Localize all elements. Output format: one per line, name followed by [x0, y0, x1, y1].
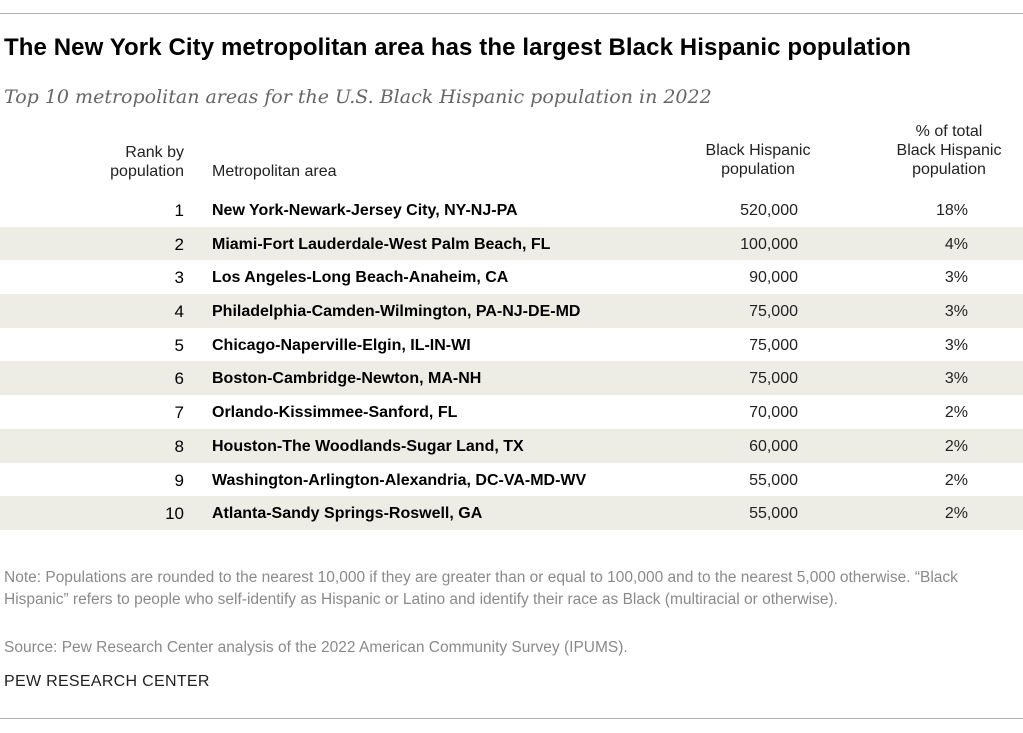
brand-logo-text: PEW RESEARCH CENTER: [4, 673, 210, 690]
table-row: 4 Philadelphia-Camden-Wilmington, PA-NJ-D…: [0, 294, 1023, 328]
cell-metro: Orlando-Kissimmee-Sanford, FL: [212, 404, 458, 422]
cell-rank: 8: [174, 436, 184, 456]
cell-population: 60,000: [749, 437, 798, 455]
header-percent: % of total Black Hispanic population: [858, 122, 1023, 179]
header-population-line2: population: [721, 161, 795, 178]
cell-rank: 7: [174, 403, 184, 423]
cell-population: 55,000: [749, 471, 798, 489]
cell-percent: 2%: [944, 471, 968, 489]
cell-percent: 3%: [944, 269, 968, 287]
chart-subtitle: Top 10 metropolitan areas for the U.S. B…: [4, 86, 712, 108]
cell-population: 90,000: [749, 269, 798, 287]
cell-percent: 4%: [944, 235, 968, 253]
cell-percent: 2%: [944, 505, 968, 523]
table-body: 1 New York-Newark-Jersey City, NY-NJ-PA 52…: [0, 193, 1023, 530]
cell-metro: Washington-Arlington-Alexandria, DC-VA-M…: [212, 471, 587, 489]
table-row: 8 Houston-The Woodlands-Sugar Land, TX 60,…: [0, 428, 1023, 463]
cell-rank: 9: [174, 470, 184, 490]
cell-rank: 5: [174, 335, 184, 355]
cell-percent: 3%: [944, 303, 968, 321]
table-row: 5 Chicago-Naperville-Elgin, IL-IN-WI 75,00…: [0, 328, 1023, 362]
cell-metro: Atlanta-Sandy Springs-Roswell, GA: [212, 505, 483, 523]
cell-percent: 2%: [944, 404, 968, 422]
cell-population: 100,000: [740, 235, 798, 253]
cell-percent: 18%: [935, 202, 968, 219]
cell-percent: 3%: [944, 370, 968, 388]
cell-metro: Boston-Cambridge-Newton, MA-NH: [212, 370, 482, 388]
header-population: Black Hispanic population: [668, 141, 848, 179]
header-percent-line2: Black Hispanic: [896, 142, 1002, 159]
cell-population: 75,000: [749, 336, 798, 354]
top-divider: [0, 13, 1023, 14]
header-rank-line1: Rank by: [125, 144, 184, 161]
bottom-divider: [0, 718, 1023, 719]
table-row: 2 Miami-Fort Lauderdale-West Palm Beach, …: [0, 226, 1023, 261]
cell-rank: 2: [174, 234, 184, 254]
chart-title: The New York City metropolitan area has …: [4, 34, 912, 61]
cell-percent: 3%: [944, 336, 968, 354]
header-rank: Rank by population: [60, 143, 184, 181]
cell-metro: Los Angeles-Long Beach-Anaheim, CA: [212, 269, 509, 287]
table-row: 6 Boston-Cambridge-Newton, MA-NH 75,000 3%: [0, 361, 1023, 396]
header-metro: Metropolitan area: [212, 163, 337, 180]
cell-population: 75,000: [749, 303, 798, 321]
cell-population: 55,000: [749, 505, 798, 523]
header-population-line1: Black Hispanic: [705, 142, 811, 159]
cell-metro: New York-Newark-Jersey City, NY-NJ-PA: [212, 202, 518, 219]
header-rank-line2: population: [110, 163, 184, 180]
cell-rank: 1: [174, 201, 184, 220]
cell-metro: Philadelphia-Camden-Wilmington, PA-NJ-DE…: [212, 303, 581, 321]
cell-rank: 3: [174, 268, 184, 288]
cell-metro: Chicago-Naperville-Elgin, IL-IN-WI: [212, 336, 471, 354]
table-row: 1 New York-Newark-Jersey City, NY-NJ-PA 52…: [0, 193, 1023, 227]
footnote: Note: Populations are rounded to the nea…: [4, 569, 958, 608]
header-percent-line1: % of total: [915, 123, 983, 140]
cell-rank: 10: [165, 504, 184, 524]
cell-metro: Miami-Fort Lauderdale-West Palm Beach, F…: [212, 235, 551, 253]
cell-percent: 2%: [944, 437, 968, 455]
header-percent-line3: population: [912, 161, 986, 178]
table-row: 3 Los Angeles-Long Beach-Anaheim, CA 90,00…: [0, 260, 1023, 294]
cell-metro: Houston-The Woodlands-Sugar Land, TX: [212, 437, 524, 455]
table-row: 7 Orlando-Kissimmee-Sanford, FL 70,000 2%: [0, 395, 1023, 429]
source-note: Source: Pew Research Center analysis of …: [4, 639, 628, 656]
cell-rank: 4: [174, 302, 184, 322]
cell-population: 520,000: [740, 202, 798, 219]
cell-population: 70,000: [749, 404, 798, 422]
cell-population: 75,000: [749, 370, 798, 388]
table-row: 9 Washington-Arlington-Alexandria, DC-VA-…: [0, 463, 1023, 497]
table-row: 10 Atlanta-Sandy Springs-Roswell, GA 55,00…: [0, 496, 1023, 530]
cell-rank: 6: [174, 369, 184, 389]
